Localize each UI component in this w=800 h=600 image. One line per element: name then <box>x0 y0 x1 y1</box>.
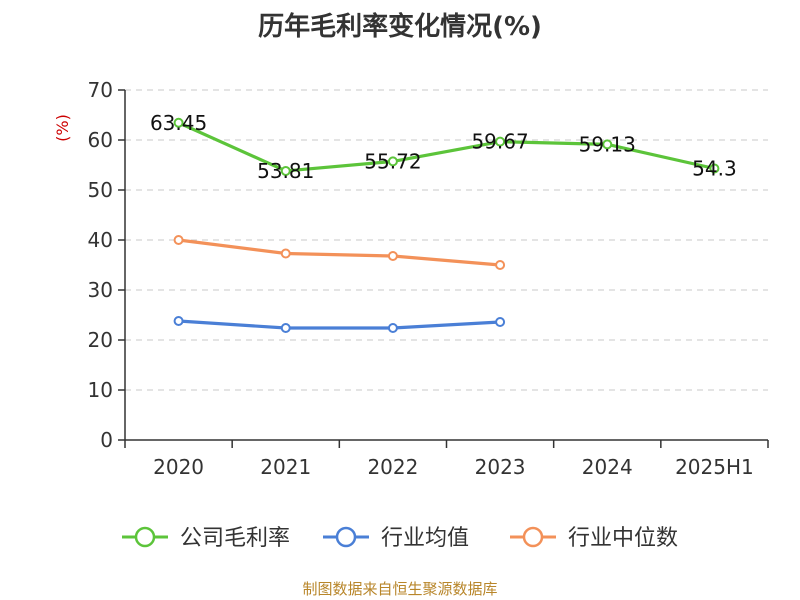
y-tick-label-0: 0 <box>100 428 113 452</box>
legend-marker-0 <box>134 526 156 548</box>
data-label-0-2024: 59.13 <box>579 132 636 156</box>
legend-label-2: 行业中位数 <box>568 526 678 551</box>
chart-title: 历年毛利率变化情况(%) <box>258 12 542 42</box>
series-1-point-2023 <box>495 317 506 327</box>
y-tick-label-60: 60 <box>88 128 113 152</box>
y-tick-label-50: 50 <box>88 178 113 202</box>
data-label-layer: 63.45 53.81 55.72 59.67 59.13 54.3 <box>150 111 737 183</box>
series-line-2 <box>178 238 501 267</box>
series-0-point-2022 <box>387 156 398 167</box>
y-tick-label-40: 40 <box>88 228 113 252</box>
y-tick-label-70: 70 <box>88 78 113 102</box>
series-2-point-2023 <box>495 260 506 270</box>
x-tick-label-2021: 2021 <box>260 455 311 479</box>
series-1-point-2021 <box>280 323 291 333</box>
data-label-0-2025H1: 54.3 <box>692 157 737 181</box>
grid-layer <box>125 89 768 391</box>
y-tick-label-10: 10 <box>88 378 113 402</box>
series-0-point-2021 <box>280 165 291 176</box>
x-tick-label-2020: 2020 <box>153 455 204 479</box>
y-tick-label-30: 30 <box>88 278 113 302</box>
y-tick-label-20: 20 <box>88 328 113 352</box>
legend-item-0[interactable]: 公司毛利率 <box>122 526 290 551</box>
data-label-0-2023: 59.67 <box>471 130 528 154</box>
source-note: 制图数据来自恒生聚源数据库 <box>302 580 498 598</box>
legend-item-2[interactable]: 行业中位数 <box>510 526 678 551</box>
series-line-0 <box>177 121 715 173</box>
series-1-point-2020 <box>173 316 184 326</box>
data-label-0-2020: 63.45 <box>150 111 207 135</box>
series-2-point-2022 <box>387 251 398 261</box>
x-tick-label-2025H1: 2025H1 <box>675 455 754 479</box>
data-label-0-2021: 53.81 <box>257 159 314 183</box>
series-line-1 <box>178 319 501 330</box>
x-tick-label-2024: 2024 <box>582 455 633 479</box>
series-0-point-2020 <box>173 117 184 128</box>
legend-marker-2 <box>522 526 544 548</box>
legend-marker-1 <box>335 526 357 548</box>
series-layer <box>173 117 720 333</box>
data-label-0-2022: 55.72 <box>364 149 421 173</box>
legend-item-1[interactable]: 行业均值 <box>323 526 469 551</box>
series-0-point-2024 <box>602 139 613 150</box>
x-tick-label-2022: 2022 <box>367 455 418 479</box>
series-2-point-2020 <box>173 235 184 245</box>
series-0-point-2025H1 <box>709 163 720 174</box>
axis-layer: 0 10 20 30 40 50 60 70 2020 2021 2022 2023 2024 2025H… <box>88 78 769 479</box>
series-0-point-2023 <box>495 136 506 147</box>
legend-label-1: 行业均值 <box>381 526 469 551</box>
y-axis-unit-label: (%) <box>53 114 72 142</box>
legend-label-0: 公司毛利率 <box>180 526 290 551</box>
series-2-point-2021 <box>280 248 291 259</box>
legend[interactable]: 公司毛利率 行业均值 行业中位数 <box>122 526 678 551</box>
series-1-point-2022 <box>387 323 398 333</box>
x-tick-label-2023: 2023 <box>475 455 526 479</box>
